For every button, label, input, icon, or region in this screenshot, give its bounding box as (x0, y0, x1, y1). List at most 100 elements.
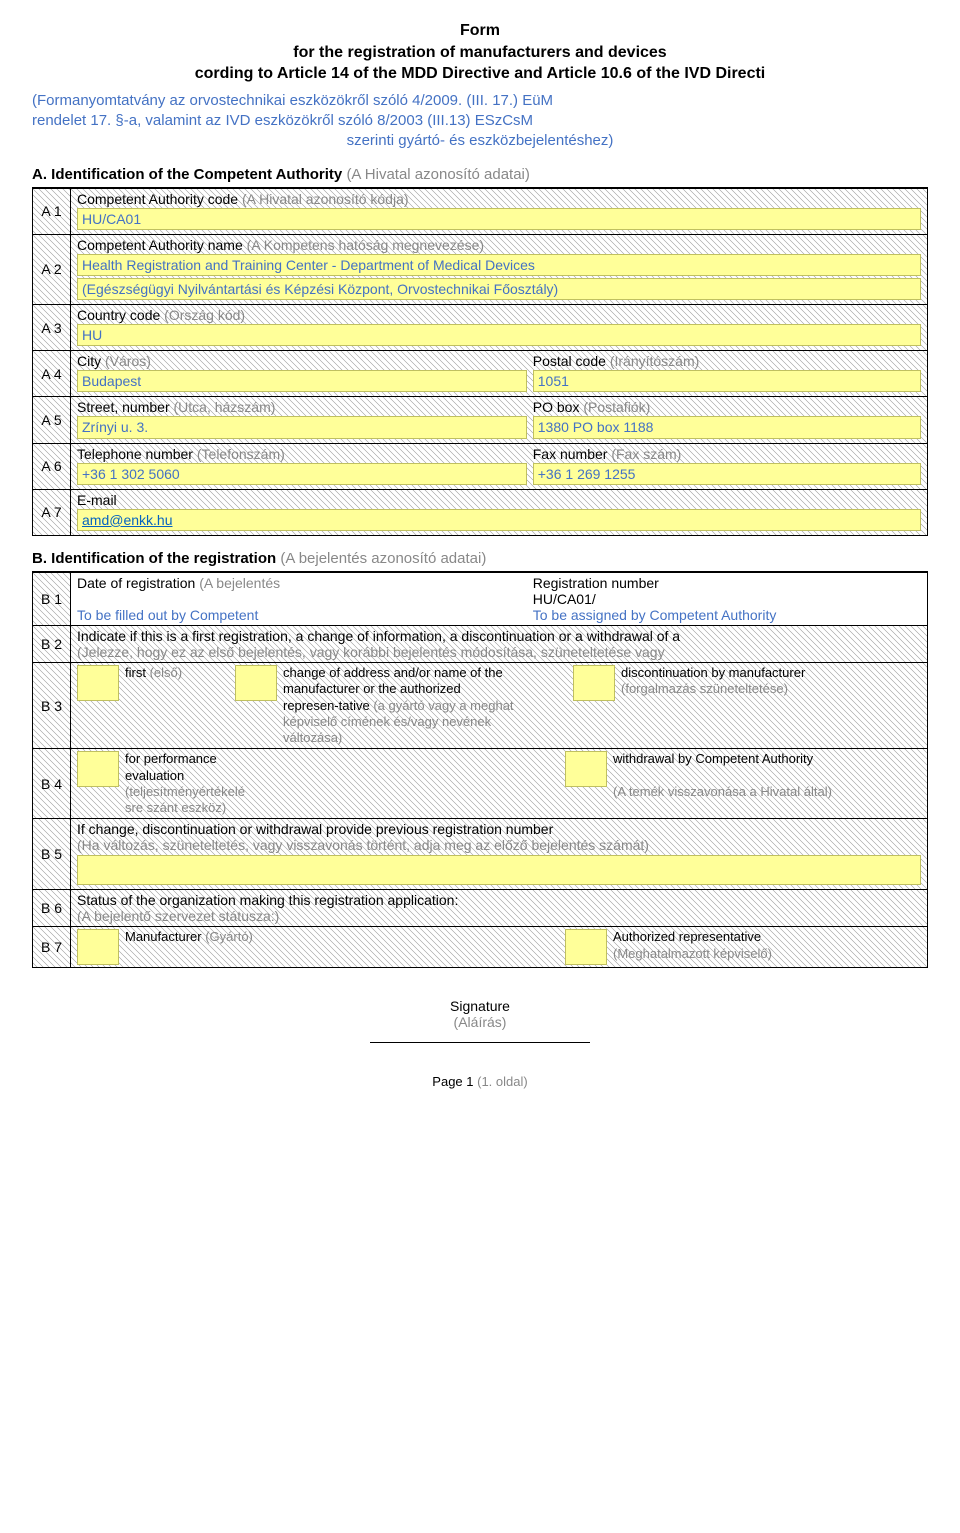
b5-prev-reg-input[interactable] (77, 855, 921, 885)
b3-checkbox-first[interactable] (77, 665, 119, 701)
b2-text2: (Jelezze, hogy ez az első bejelentés, va… (77, 644, 921, 660)
subtitle: (Formanyomtatvány az orvostechnikai eszk… (32, 91, 928, 152)
section-a-heading: A. Identification of the Competent Autho… (32, 166, 928, 183)
row-a6-id: A 6 (33, 444, 71, 489)
b5-text2: (Ha változás, szüneteltetés, vagy vissza… (77, 837, 921, 853)
b7-opt1: Manufacturer (Gyártó) (125, 929, 253, 945)
b4-opt2: withdrawal by Competent Authority (A tem… (613, 751, 832, 800)
a6-left-value[interactable]: +36 1 302 5060 (77, 463, 527, 485)
section-b-heading: B. Identification of the registration (A… (32, 550, 928, 567)
row-a1: A 1 Competent Authority code (A Hivatal … (33, 188, 927, 235)
b3-opt1: first (első) (125, 665, 182, 681)
b1-right-label: Registration number (533, 575, 659, 591)
a3-label: Country code (Ország kód) (77, 307, 245, 323)
row-b3-id: B 3 (33, 663, 71, 748)
b1-left-label: Date of registration (A bejelentés (77, 575, 280, 591)
row-b1: B 1 Date of registration (A bejelentés T… (33, 572, 927, 626)
a1-value[interactable]: HU/CA01 (77, 208, 921, 230)
a2-value-2[interactable]: (Egészségügyi Nyilvántartási és Képzési … (77, 278, 921, 300)
row-b4: B 4 for performance evaluation (teljesít… (33, 749, 927, 819)
row-a2: A 2 Competent Authority name (A Kompeten… (33, 235, 927, 305)
section-a-heading-en: A. Identification of the Competent Autho… (32, 166, 342, 183)
b3-opt2: change of address and/or name of the man… (283, 665, 514, 746)
signature-line (370, 1042, 590, 1043)
signature-hu: (Aláírás) (32, 1014, 928, 1030)
row-a3: A 3 Country code (Ország kód) HU (33, 305, 927, 351)
a7-email-link[interactable]: amd@enkk.hu (82, 512, 172, 528)
b1-left-value: To be filled out by Competent (77, 607, 527, 623)
row-b7-id: B 7 (33, 927, 71, 967)
b7-checkbox-manufacturer[interactable] (77, 929, 119, 965)
section-b-heading-hu: (A bejelentés azonosító adatai) (280, 550, 486, 567)
row-b5: B 5 If change, discontinuation or withdr… (33, 819, 927, 890)
b7-opt2: Authorized representative (Meghatalmazot… (613, 929, 772, 962)
b5-text1: If change, discontinuation or withdrawal… (77, 821, 921, 837)
row-b7: B 7 Manufacturer (Gyártó) Authorized rep… (33, 927, 927, 967)
row-b1-id: B 1 (33, 573, 71, 625)
title-line-1: Form (32, 20, 928, 42)
a5-left-label: Street, number (Utca, házszám) (77, 399, 275, 415)
b7-checkbox-authrep[interactable] (565, 929, 607, 965)
footer-hu: (1. oldal) (477, 1074, 528, 1089)
row-b6: B 6 Status of the organization making th… (33, 890, 927, 927)
a5-right-value[interactable]: 1380 PO box 1188 (533, 416, 921, 438)
a5-left-value[interactable]: Zrínyi u. 3. (77, 416, 527, 438)
section-b-heading-en: B. Identification of the registration (32, 550, 276, 567)
a4-right-value[interactable]: 1051 (533, 370, 921, 392)
b4-opt1: for performance evaluation (teljesítmény… (125, 751, 245, 816)
section-a-box: A 1 Competent Authority code (A Hivatal … (32, 187, 928, 537)
row-a7: A 7 E-mail amd@enkk.hu (33, 490, 927, 535)
a6-right-label: Fax number (Fax szám) (533, 446, 682, 462)
row-a3-id: A 3 (33, 305, 71, 350)
row-b5-id: B 5 (33, 819, 71, 889)
row-a4: A 4 City (Város) Budapest Postal code (I… (33, 351, 927, 397)
b6-text1: Status of the organization making this r… (77, 892, 921, 908)
b4-checkbox-withdrawal[interactable] (565, 751, 607, 787)
a7-value[interactable]: amd@enkk.hu (77, 509, 921, 531)
signature-en: Signature (32, 998, 928, 1014)
row-b2-id: B 2 (33, 626, 71, 662)
page: Form for the registration of manufacture… (0, 0, 960, 1129)
row-a6: A 6 Telephone number (Telefonszám) +36 1… (33, 444, 927, 490)
row-a2-id: A 2 (33, 235, 71, 304)
section-a-heading-hu: (A Hivatal azonosító adatai) (346, 166, 529, 183)
row-b2: B 2 Indicate if this is a first registra… (33, 626, 927, 663)
b3-opt3: discontinuation by manufacturer (forgalm… (621, 665, 805, 698)
subtitle-line-2: rendelet 17. §-a, valamint az IVD eszköz… (32, 112, 533, 129)
a4-right-label: Postal code (Irányítószám) (533, 353, 700, 369)
row-b4-id: B 4 (33, 749, 71, 818)
b2-text1: Indicate if this is a first registration… (77, 628, 921, 644)
row-a1-id: A 1 (33, 189, 71, 234)
footer-en: Page 1 (432, 1074, 473, 1089)
b4-checkbox-performance[interactable] (77, 751, 119, 787)
b1-right-value: To be assigned by Competent Authority (533, 607, 921, 623)
subtitle-line-1: (Formanyomtatvány az orvostechnikai eszk… (32, 92, 553, 109)
a2-label: Competent Authority name (A Kompetens ha… (77, 237, 484, 253)
signature-block: Signature (Aláírás) (32, 998, 928, 1046)
a4-left-label: City (Város) (77, 353, 151, 369)
a4-left-value[interactable]: Budapest (77, 370, 527, 392)
row-a7-id: A 7 (33, 490, 71, 535)
b1-right-top: HU/CA01/ (533, 591, 596, 607)
row-b6-id: B 6 (33, 890, 71, 926)
row-a4-id: A 4 (33, 351, 71, 396)
page-footer: Page 1 (1. oldal) (32, 1074, 928, 1089)
b6-text2: (A bejelentő szervezet státusza:) (77, 908, 921, 924)
a6-left-label: Telephone number (Telefonszám) (77, 446, 285, 462)
title-line-2: for the registration of manufacturers an… (32, 42, 928, 64)
section-b-box: B 1 Date of registration (A bejelentés T… (32, 571, 928, 968)
row-a5-id: A 5 (33, 397, 71, 442)
b3-checkbox-change[interactable] (235, 665, 277, 701)
title-block: Form for the registration of manufacture… (32, 20, 928, 85)
subtitle-line-3: szerinti gyártó- és eszközbejelentéshez) (32, 131, 928, 151)
a7-label: E-mail (77, 492, 117, 508)
a3-value[interactable]: HU (77, 324, 921, 346)
row-b3: B 3 first (első) change of address and/o… (33, 663, 927, 749)
row-a5: A 5 Street, number (Utca, házszám) Zríny… (33, 397, 927, 443)
b3-checkbox-discontinuation[interactable] (573, 665, 615, 701)
title-line-3: cording to Article 14 of the MDD Directi… (32, 63, 928, 85)
a6-right-value[interactable]: +36 1 269 1255 (533, 463, 921, 485)
a5-right-label: PO box (Postafiók) (533, 399, 651, 415)
a2-value-1[interactable]: Health Registration and Training Center … (77, 254, 921, 276)
a1-label: Competent Authority code (A Hivatal azon… (77, 191, 409, 207)
